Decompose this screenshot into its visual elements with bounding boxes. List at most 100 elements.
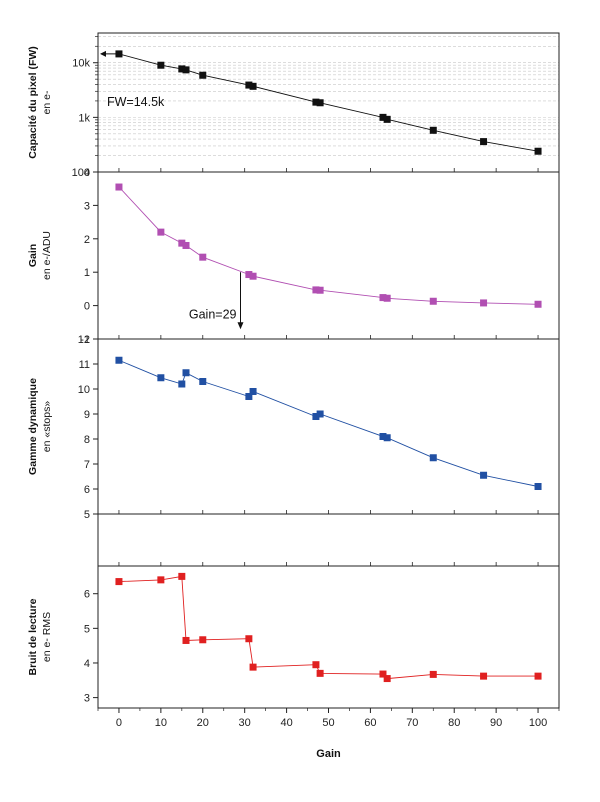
- data-point: [312, 286, 320, 294]
- data-point: [429, 297, 437, 305]
- data-point: [429, 126, 437, 134]
- data-point: [199, 378, 207, 385]
- x-tick-label: 20: [197, 717, 209, 729]
- data-point: [379, 670, 387, 678]
- y-tick-label: 9: [84, 409, 90, 421]
- data-point: [115, 578, 123, 586]
- data-point: [199, 253, 207, 261]
- data-point: [249, 272, 257, 280]
- data-point: [115, 183, 123, 191]
- panel-fw: 100 1k 10k Capacité du pixel (FW) en e- FW=14…: [27, 32, 560, 179]
- y-tick-label: 4: [84, 167, 90, 179]
- data-point: [534, 147, 542, 155]
- data-point: [316, 99, 324, 107]
- data-point: [379, 433, 387, 440]
- data-point: [534, 672, 542, 680]
- data-point: [383, 675, 391, 683]
- data-point: [480, 299, 488, 307]
- y-tick-label: 2: [84, 234, 90, 246]
- y-tick-label: 12: [78, 334, 90, 346]
- data-point: [312, 98, 320, 106]
- data-point: [312, 661, 320, 669]
- data-point: [182, 241, 190, 249]
- annotation-label: FW=14.5k: [107, 95, 165, 109]
- data-point: [178, 65, 186, 73]
- panel-frame: [97, 32, 560, 173]
- panel-frame: [97, 513, 560, 567]
- data-point: [199, 71, 207, 79]
- panel-dr: 5 6 7 8 9 10 11 12 Gamme dynamique en «stops»: [27, 334, 560, 521]
- y-tick-label: 5: [84, 623, 90, 635]
- panels: 100 1k 10k Capacité du pixel (FW) en e- FW=14…: [27, 32, 560, 709]
- panel-frame: [97, 171, 560, 340]
- data-point: [245, 635, 253, 643]
- data-point: [379, 294, 387, 302]
- data-point: [199, 636, 207, 644]
- y-tick-label: 6: [84, 589, 90, 601]
- annotation-arrowhead: [100, 50, 106, 57]
- y-tick-label: 10k: [72, 58, 90, 70]
- x-axis-label: Gain: [316, 748, 341, 760]
- y-tick-label: 11: [79, 359, 90, 371]
- y-tick-label: 7: [84, 459, 90, 471]
- panel-rn: 3 4 5 6 Bruit de lecture en e- RMS: [27, 565, 560, 709]
- panel-empty: [97, 513, 560, 567]
- data-point: [249, 663, 257, 671]
- data-point: [178, 239, 186, 247]
- data-point: [157, 374, 165, 382]
- data-point: [312, 413, 320, 420]
- data-point: [383, 115, 391, 123]
- data-point: [178, 380, 186, 388]
- y-tick-label: 6: [84, 484, 90, 496]
- x-tick-label: 0: [116, 717, 122, 729]
- y-axis-label: Bruit de lecture: [27, 598, 39, 675]
- data-point: [249, 388, 257, 395]
- data-point: [480, 471, 488, 479]
- data-point: [157, 576, 165, 584]
- data-point: [245, 81, 253, 89]
- data-point: [178, 572, 186, 580]
- data-point: [157, 228, 165, 236]
- y-tick-label: 100: [72, 167, 90, 179]
- y-axis-unit: en e-/ADU: [41, 231, 53, 280]
- series-line: [118, 359, 539, 487]
- y-axis-unit: en e-: [41, 90, 53, 114]
- grid-lines: [98, 36, 559, 156]
- x-tick-label: 50: [322, 717, 334, 729]
- x-tick-label: 90: [490, 717, 502, 729]
- y-axis-label: Gain: [27, 244, 39, 267]
- x-tick-label: 100: [529, 717, 547, 729]
- data-point: [182, 636, 190, 644]
- y-axis-unit: en «stops»: [41, 401, 53, 453]
- annotation-arrowhead: [237, 322, 244, 330]
- data-point: [480, 138, 488, 146]
- data-point: [379, 113, 387, 121]
- data-point: [245, 393, 253, 400]
- data-point: [480, 672, 488, 680]
- data-point: [429, 454, 437, 462]
- x-tick-label: 30: [239, 717, 251, 729]
- y-tick-label: 4: [84, 658, 90, 670]
- panel-frame: [97, 565, 560, 709]
- data-point: [182, 369, 190, 377]
- y-tick-label: 3: [84, 693, 90, 705]
- y-axis-label: Capacité du pixel (FW): [27, 46, 39, 159]
- x-tick-label: 60: [364, 717, 376, 729]
- data-point: [316, 286, 324, 294]
- data-point: [316, 410, 324, 418]
- y-tick-label: 0: [84, 301, 90, 313]
- y-tick-label: 1k: [78, 112, 90, 124]
- panel-frame: [97, 338, 560, 515]
- data-point: [182, 66, 190, 74]
- data-point: [383, 294, 391, 302]
- data-point: [316, 669, 324, 677]
- data-point: [383, 434, 391, 442]
- x-tick-label: 80: [448, 717, 460, 729]
- y-tick-label: 1: [84, 267, 90, 279]
- x-tick-label: 40: [280, 717, 292, 729]
- data-point: [245, 271, 253, 279]
- data-point: [157, 61, 165, 69]
- y-axis-label: Gamme dynamique: [27, 378, 39, 475]
- data-point: [115, 356, 123, 364]
- y-axis-unit: en e- RMS: [41, 612, 53, 662]
